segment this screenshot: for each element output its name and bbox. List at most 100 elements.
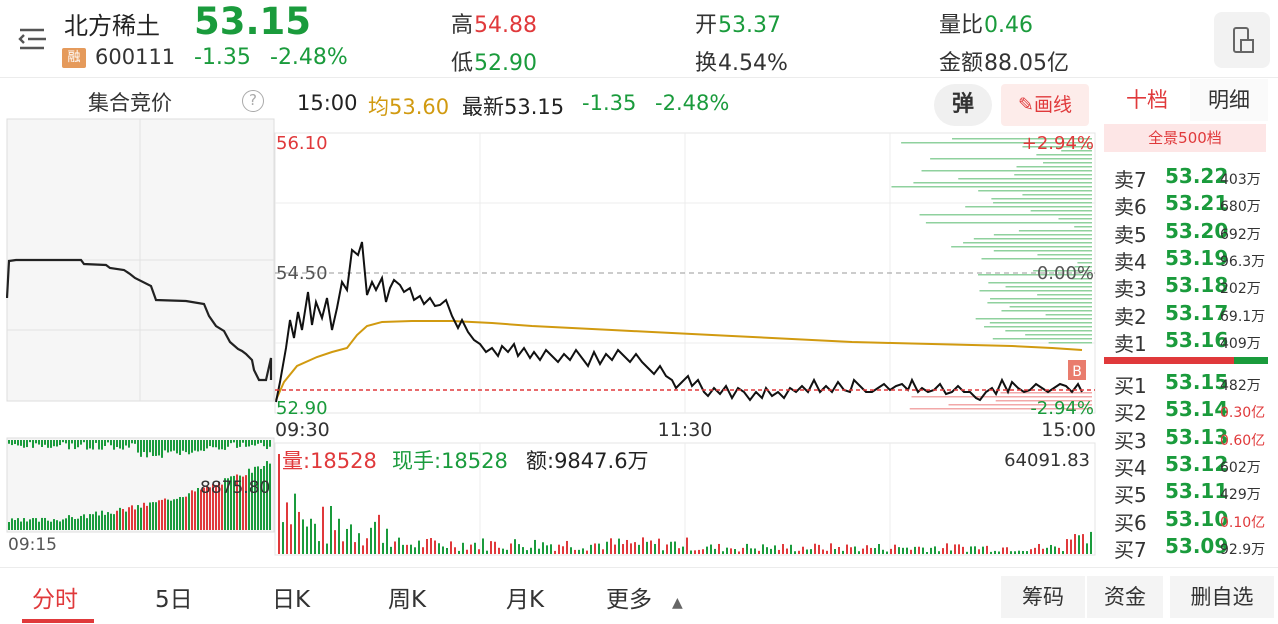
quote-header bbox=[0, 0, 1278, 78]
draw-line-button[interactable]: ✎画线 bbox=[1001, 84, 1089, 126]
auction-top-bar bbox=[230, 440, 232, 444]
auction-chart: 8875.80 09:15 bbox=[6, 118, 275, 555]
auction-volume-bar bbox=[185, 496, 187, 530]
buy-level-row[interactable]: 买7 53.09 92.9万 bbox=[1104, 533, 1274, 562]
buy-level-row[interactable]: 买3 53.13 0.60亿 bbox=[1104, 425, 1274, 453]
time-end: 15:00 bbox=[1041, 419, 1096, 441]
sell-level-price: 53.17 bbox=[1165, 300, 1229, 325]
buy-level-row[interactable]: 买2 53.14 0.30亿 bbox=[1104, 397, 1274, 425]
auction-volume-bar bbox=[203, 487, 205, 530]
auction-top-bar bbox=[131, 440, 133, 444]
auction-volume-bar bbox=[134, 509, 136, 530]
sell-level-row[interactable]: 卖4 53.19 96.3万 bbox=[1104, 246, 1274, 274]
volume-bar bbox=[302, 519, 304, 554]
buy-level-row[interactable]: 买4 53.12 602万 bbox=[1104, 451, 1274, 480]
sell-depth-bar bbox=[1074, 226, 1092, 228]
buy-level-row[interactable]: 买1 53.15 482万 bbox=[1104, 370, 1274, 398]
auction-top-bar bbox=[269, 440, 271, 447]
tab-weekly-k[interactable]: 周K bbox=[388, 587, 427, 613]
sell-level-label: 卖4 bbox=[1114, 249, 1147, 274]
landscape-button[interactable] bbox=[1214, 12, 1270, 68]
auction-volume-bar bbox=[44, 517, 46, 530]
margin-badge: 融 bbox=[62, 48, 86, 68]
buy-level-label: 买7 bbox=[1114, 537, 1147, 562]
tab-5day[interactable]: 5日 bbox=[155, 587, 193, 613]
auction-top-bar bbox=[173, 440, 175, 451]
volume-bar bbox=[314, 523, 316, 554]
auction-top-bar bbox=[53, 440, 55, 447]
auction-volume-bar bbox=[140, 507, 142, 530]
tab-monthly-k[interactable]: 月K bbox=[506, 587, 545, 613]
volume-bar bbox=[610, 538, 612, 554]
volume-bar bbox=[618, 538, 620, 554]
volume-bar bbox=[778, 549, 780, 554]
volume-bar bbox=[366, 538, 368, 554]
auction-top-bar bbox=[119, 440, 121, 449]
auction-top-bar bbox=[77, 440, 79, 448]
buy-level-row[interactable]: 买6 53.10 0.10亿 bbox=[1104, 507, 1274, 535]
volume-bar bbox=[898, 547, 900, 554]
volume-bar bbox=[414, 547, 416, 554]
buy-level-label: 买3 bbox=[1114, 428, 1147, 453]
sell-depth-bar bbox=[990, 298, 1092, 300]
volume-bar bbox=[934, 546, 936, 554]
funds-button[interactable]: 资金 bbox=[1087, 576, 1163, 618]
volume-bar bbox=[378, 514, 380, 554]
auction-top-bar bbox=[92, 440, 94, 450]
sell-level-row[interactable]: 卖2 53.17 69.1万 bbox=[1104, 300, 1274, 329]
tab-more[interactable]: 更多 ▲ bbox=[606, 587, 683, 613]
volume-bar bbox=[926, 551, 928, 554]
sell-depth-bar bbox=[1043, 162, 1092, 164]
buy-level-price: 53.12 bbox=[1165, 451, 1229, 476]
full-depth-button[interactable]: 全景500档 bbox=[1104, 124, 1266, 152]
auction-top-bar bbox=[74, 440, 76, 450]
volume-bar bbox=[290, 524, 292, 554]
sell-depth-bar bbox=[992, 338, 1092, 340]
sell-depth-bar bbox=[1018, 230, 1092, 232]
sell-level-row[interactable]: 卖6 53.21 680万 bbox=[1104, 191, 1274, 219]
auction-top-bar bbox=[59, 440, 61, 446]
volume-bar bbox=[398, 537, 400, 554]
sell-depth-bar bbox=[1036, 154, 1092, 156]
auction-top-bar bbox=[86, 440, 88, 450]
volume-bar bbox=[698, 549, 700, 554]
tab-intraday[interactable]: 分时 bbox=[32, 587, 78, 613]
auction-volume-bar bbox=[212, 483, 214, 530]
menu-icon[interactable] bbox=[18, 26, 48, 52]
popup-button[interactable]: 弹 bbox=[934, 84, 992, 126]
sell-level-row[interactable]: 卖3 53.18 202万 bbox=[1104, 273, 1274, 301]
volume-bar bbox=[810, 549, 812, 554]
sell-level-row[interactable]: 卖5 53.20 692万 bbox=[1104, 219, 1274, 247]
tab-ten-levels[interactable]: 十档 bbox=[1126, 88, 1168, 112]
auction-top-bar bbox=[239, 440, 241, 447]
volume-bar bbox=[282, 522, 284, 554]
chips-button[interactable]: 筹码 bbox=[1001, 576, 1085, 618]
sell-depth-bar bbox=[1030, 210, 1092, 212]
auction-volume-bar bbox=[251, 472, 253, 530]
sell-depth-bar bbox=[901, 142, 1092, 144]
buy-level-label: 买1 bbox=[1114, 374, 1147, 398]
auction-volume-bar bbox=[269, 463, 271, 530]
auction-volume-bar bbox=[11, 518, 13, 530]
tab-detail[interactable]: 明细 bbox=[1190, 79, 1268, 121]
sell-level-row[interactable]: 卖1 53.16 409万 bbox=[1104, 328, 1274, 356]
auction-top-bar bbox=[137, 440, 139, 453]
sell-depth-bar bbox=[991, 198, 1092, 200]
auction-volume-bar bbox=[191, 490, 193, 530]
sell-depth-bar bbox=[1016, 166, 1092, 168]
buy-level-row[interactable]: 买5 53.11 429万 bbox=[1104, 479, 1274, 507]
volume-bar bbox=[862, 548, 864, 554]
time-mid: 11:30 bbox=[658, 419, 713, 441]
sell-depth-bar bbox=[965, 206, 1092, 208]
tab-daily-k[interactable]: 日K bbox=[272, 587, 311, 613]
auction-top-bar bbox=[80, 440, 82, 445]
remove-watchlist-button[interactable]: 删自选 bbox=[1170, 576, 1274, 618]
auction-volume-bar bbox=[86, 518, 88, 530]
auction-top-bar bbox=[254, 440, 256, 446]
volume-bar bbox=[446, 547, 448, 554]
sell-depth-bar bbox=[987, 302, 1092, 304]
sell-level-row[interactable]: 卖7 53.22 403万 bbox=[1104, 164, 1274, 192]
volume-max-label: 64091.83 bbox=[1004, 450, 1090, 471]
buy-level-price: 53.09 bbox=[1165, 533, 1229, 558]
help-icon[interactable]: ? bbox=[242, 90, 264, 112]
